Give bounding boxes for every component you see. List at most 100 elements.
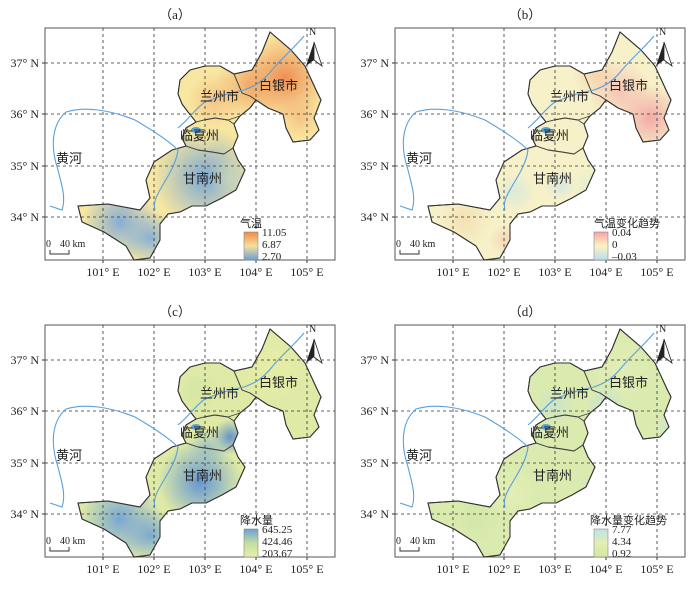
place-label-linxia: 临夏州 <box>180 129 220 144</box>
north-arrow-icon <box>656 41 673 68</box>
legend-colorbar <box>243 528 259 558</box>
latitude-label: 34° N <box>10 507 39 521</box>
yellow-river <box>399 332 655 508</box>
place-label-baiyin: 白银市 <box>609 79 649 94</box>
legend-value: 4.34 <box>612 536 632 548</box>
legend-title: 气温变化趋势 <box>594 217 660 230</box>
north-label: N <box>309 324 317 335</box>
map-panel: （a） 37° N 36° N 35° N 34° N 101° E 102° E 103° … <box>0 0 350 297</box>
latitude-label: 34° N <box>10 210 39 224</box>
longitude-label: 101° E <box>436 562 470 576</box>
longitude-label: 104° E <box>589 265 623 279</box>
scale-distance: 40 km <box>60 239 86 250</box>
latitude-label: 34° N <box>360 210 389 224</box>
region-outline <box>77 31 322 261</box>
latitude-label: 36° N <box>360 404 389 418</box>
place-label-lanzhou: 兰州市 <box>200 90 240 105</box>
legend-value: 645.25 <box>262 524 293 536</box>
map-svg <box>42 27 336 263</box>
place-label-linxia: 临夏州 <box>530 426 570 441</box>
place-label-gannan: 甘南州 <box>183 469 223 484</box>
legend-value: 7.77 <box>612 524 632 536</box>
place-label-river: 黄河 <box>56 152 83 167</box>
north-arrow-icon <box>306 338 323 365</box>
legend-colorbar <box>593 231 609 261</box>
longitude-label: 101° E <box>86 562 120 576</box>
scale-distance: 40 km <box>410 536 436 547</box>
value-surface <box>544 169 576 201</box>
place-label-river: 黄河 <box>406 449 433 464</box>
legend-value: 0.92 <box>612 548 632 560</box>
longitude-label: 105° E <box>290 562 324 576</box>
latitude-label: 34° N <box>360 507 389 521</box>
longitude-label: 104° E <box>239 265 273 279</box>
scale-zero: 0 <box>46 239 51 250</box>
legend-value: 6.87 <box>262 239 282 251</box>
longitude-label: 105° E <box>640 265 674 279</box>
map-svg <box>392 324 686 560</box>
graticule <box>395 28 685 260</box>
value-surface <box>278 96 321 140</box>
map-panel: （c） 37° N 36° N 35° N 34° N 101° E 102° E 103° … <box>0 297 350 594</box>
scale-distance: 40 km <box>60 536 86 547</box>
legend-value: 11.05 <box>262 227 287 239</box>
place-label-baiyin: 白银市 <box>609 376 649 391</box>
map-svg <box>42 324 336 560</box>
latitude-label: 37° N <box>10 353 39 367</box>
longitude-label: 102° E <box>137 562 171 576</box>
legend-value: 203.67 <box>262 548 293 560</box>
legend-title: 气温 <box>240 217 262 230</box>
latitude-label: 37° N <box>360 353 389 367</box>
place-label-baiyin: 白银市 <box>259 376 299 391</box>
place-label-river: 黄河 <box>406 152 433 167</box>
place-label-lanzhou: 兰州市 <box>550 387 590 402</box>
place-label-gannan: 甘南州 <box>183 172 223 187</box>
longitude-label: 105° E <box>640 562 674 576</box>
north-label: N <box>309 27 317 38</box>
north-arrow-icon <box>656 338 673 365</box>
scale-zero: 0 <box>46 536 51 547</box>
latitude-label: 36° N <box>360 107 389 121</box>
value-surface <box>495 172 535 212</box>
place-label-river: 黄河 <box>56 449 83 464</box>
scale-zero: 0 <box>396 536 401 547</box>
panel-label: （c） <box>159 304 191 319</box>
longitude-label: 104° E <box>589 562 623 576</box>
value-surface <box>188 427 228 467</box>
north-arrow-icon <box>306 41 323 68</box>
panel-label: （a） <box>159 7 191 22</box>
latitude-label: 35° N <box>10 456 39 470</box>
north-label: N <box>659 27 667 38</box>
latitude-label: 36° N <box>10 404 39 418</box>
yellow-river <box>399 35 655 211</box>
latitude-label: 37° N <box>10 56 39 70</box>
place-label-linxia: 临夏州 <box>180 426 220 441</box>
yellow-river <box>49 35 305 211</box>
legend-value: 0.04 <box>612 227 632 239</box>
value-surface <box>187 117 223 153</box>
longitude-label: 104° E <box>239 562 273 576</box>
legend-colorbar <box>243 231 259 261</box>
legend-value: –0.03 <box>612 251 637 263</box>
place-label-lanzhou: 兰州市 <box>200 387 240 402</box>
value-surface <box>178 370 222 414</box>
place-label-linxia: 临夏州 <box>530 129 570 144</box>
scale-bar <box>49 547 70 552</box>
graticule <box>45 28 335 260</box>
longitude-label: 105° E <box>290 265 324 279</box>
longitude-label: 102° E <box>137 265 171 279</box>
place-label-gannan: 甘南州 <box>533 172 573 187</box>
panel-label: （d） <box>508 304 542 319</box>
scale-bar <box>49 250 70 255</box>
legend-title: 降水量变化趋势 <box>590 514 667 527</box>
longitude-label: 102° E <box>487 562 521 576</box>
longitude-label: 103° E <box>538 562 572 576</box>
longitude-label: 103° E <box>188 562 222 576</box>
panel-label: （b） <box>508 7 542 22</box>
scale-bar <box>399 250 420 255</box>
longitude-label: 103° E <box>188 265 222 279</box>
graticule <box>45 325 335 557</box>
place-label-baiyin: 白银市 <box>259 79 299 94</box>
latitude-label: 36° N <box>10 107 39 121</box>
latitude-label: 35° N <box>360 159 389 173</box>
